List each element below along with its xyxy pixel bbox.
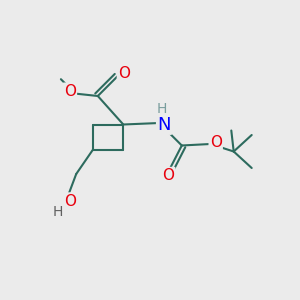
Text: O: O <box>162 168 174 183</box>
Text: O: O <box>64 194 76 208</box>
Text: N: N <box>157 116 171 134</box>
Text: O: O <box>64 84 76 99</box>
Text: O: O <box>210 135 222 150</box>
Text: H: H <box>156 102 167 116</box>
Text: H: H <box>53 205 63 218</box>
Text: O: O <box>118 66 130 81</box>
